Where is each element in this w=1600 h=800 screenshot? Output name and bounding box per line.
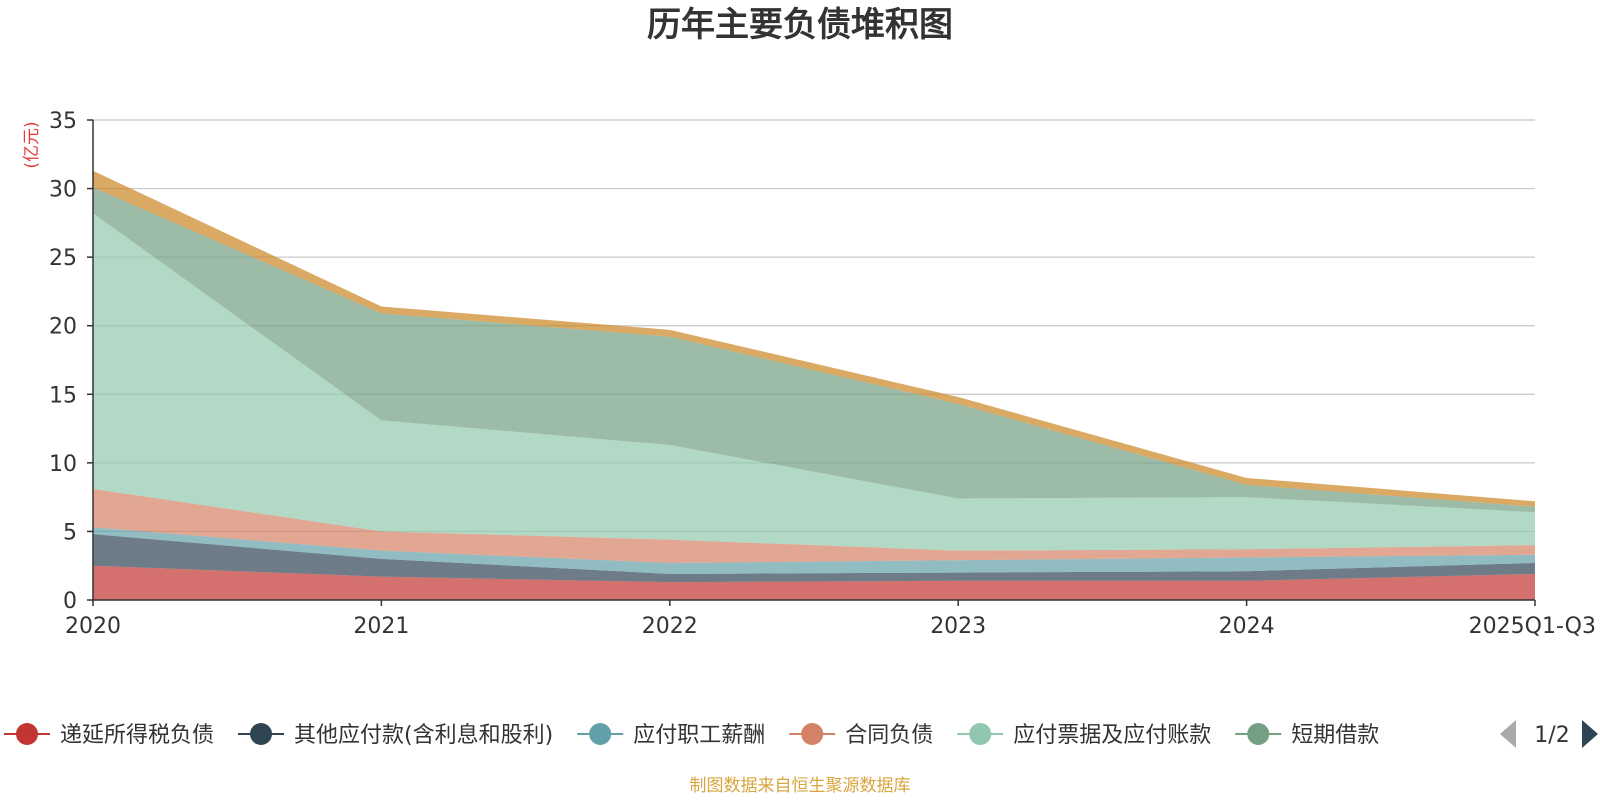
y-tick-label: 30 xyxy=(49,178,77,203)
area-series xyxy=(93,534,1535,583)
legend-next-icon[interactable] xyxy=(1582,720,1598,748)
legend-label: 合同负债 xyxy=(845,723,933,748)
area-series xyxy=(93,488,1535,563)
x-tick-label: 2022 xyxy=(642,614,698,639)
y-tick-label: 25 xyxy=(49,246,77,271)
x-tick-label: 2020 xyxy=(65,614,121,639)
y-tick-label: 10 xyxy=(49,452,77,477)
series-areas xyxy=(93,170,1535,600)
area-series xyxy=(93,187,1535,513)
legend-label: 短期借款 xyxy=(1291,723,1379,748)
legend-marker xyxy=(801,723,824,745)
x-tick-label: 2023 xyxy=(930,614,986,639)
data-source-note: 制图数据来自恒生聚源数据库 xyxy=(690,776,911,796)
legend-label: 其他应付款(含利息和股利) xyxy=(294,723,553,748)
x-tick-label: 2021 xyxy=(353,614,409,639)
y-axis-unit-label: (亿元) xyxy=(22,121,42,168)
legend-label: 应付票据及应付账款 xyxy=(1013,723,1211,748)
y-tick-label: 5 xyxy=(63,520,77,545)
y-tick-label: 35 xyxy=(49,109,77,134)
area-series xyxy=(93,565,1535,600)
legend-page-indicator: 1/2 xyxy=(1534,723,1569,748)
legend-marker xyxy=(1247,723,1270,745)
legend-marker xyxy=(589,723,612,745)
legend-label: 应付职工薪酬 xyxy=(633,723,765,748)
area-series xyxy=(93,527,1535,574)
x-tick-label: 2025Q1-Q3 xyxy=(1469,614,1596,639)
y-tick-label: 0 xyxy=(63,589,77,614)
legend-marker xyxy=(16,723,38,745)
legend-label: 递延所得税负债 xyxy=(60,723,214,748)
axes: 2020 2021 2022 2023 2024 2025Q1-Q3 xyxy=(65,119,1596,639)
legend-prev-icon[interactable] xyxy=(1500,720,1516,748)
legend: 递延所得税负债 其他应付款(含利息和股利) 应付职工薪酬 合同负债 应付票据及应付账款 短… xyxy=(4,720,1598,748)
legend-marker xyxy=(969,723,992,745)
y-tick-label: 20 xyxy=(49,315,77,340)
chart-title: 历年主要负债堆积图 xyxy=(647,5,953,45)
legend-marker xyxy=(250,723,273,745)
area-series xyxy=(93,213,1535,551)
y-tick-label: 15 xyxy=(49,383,77,408)
x-tick-label: 2024 xyxy=(1219,614,1275,639)
